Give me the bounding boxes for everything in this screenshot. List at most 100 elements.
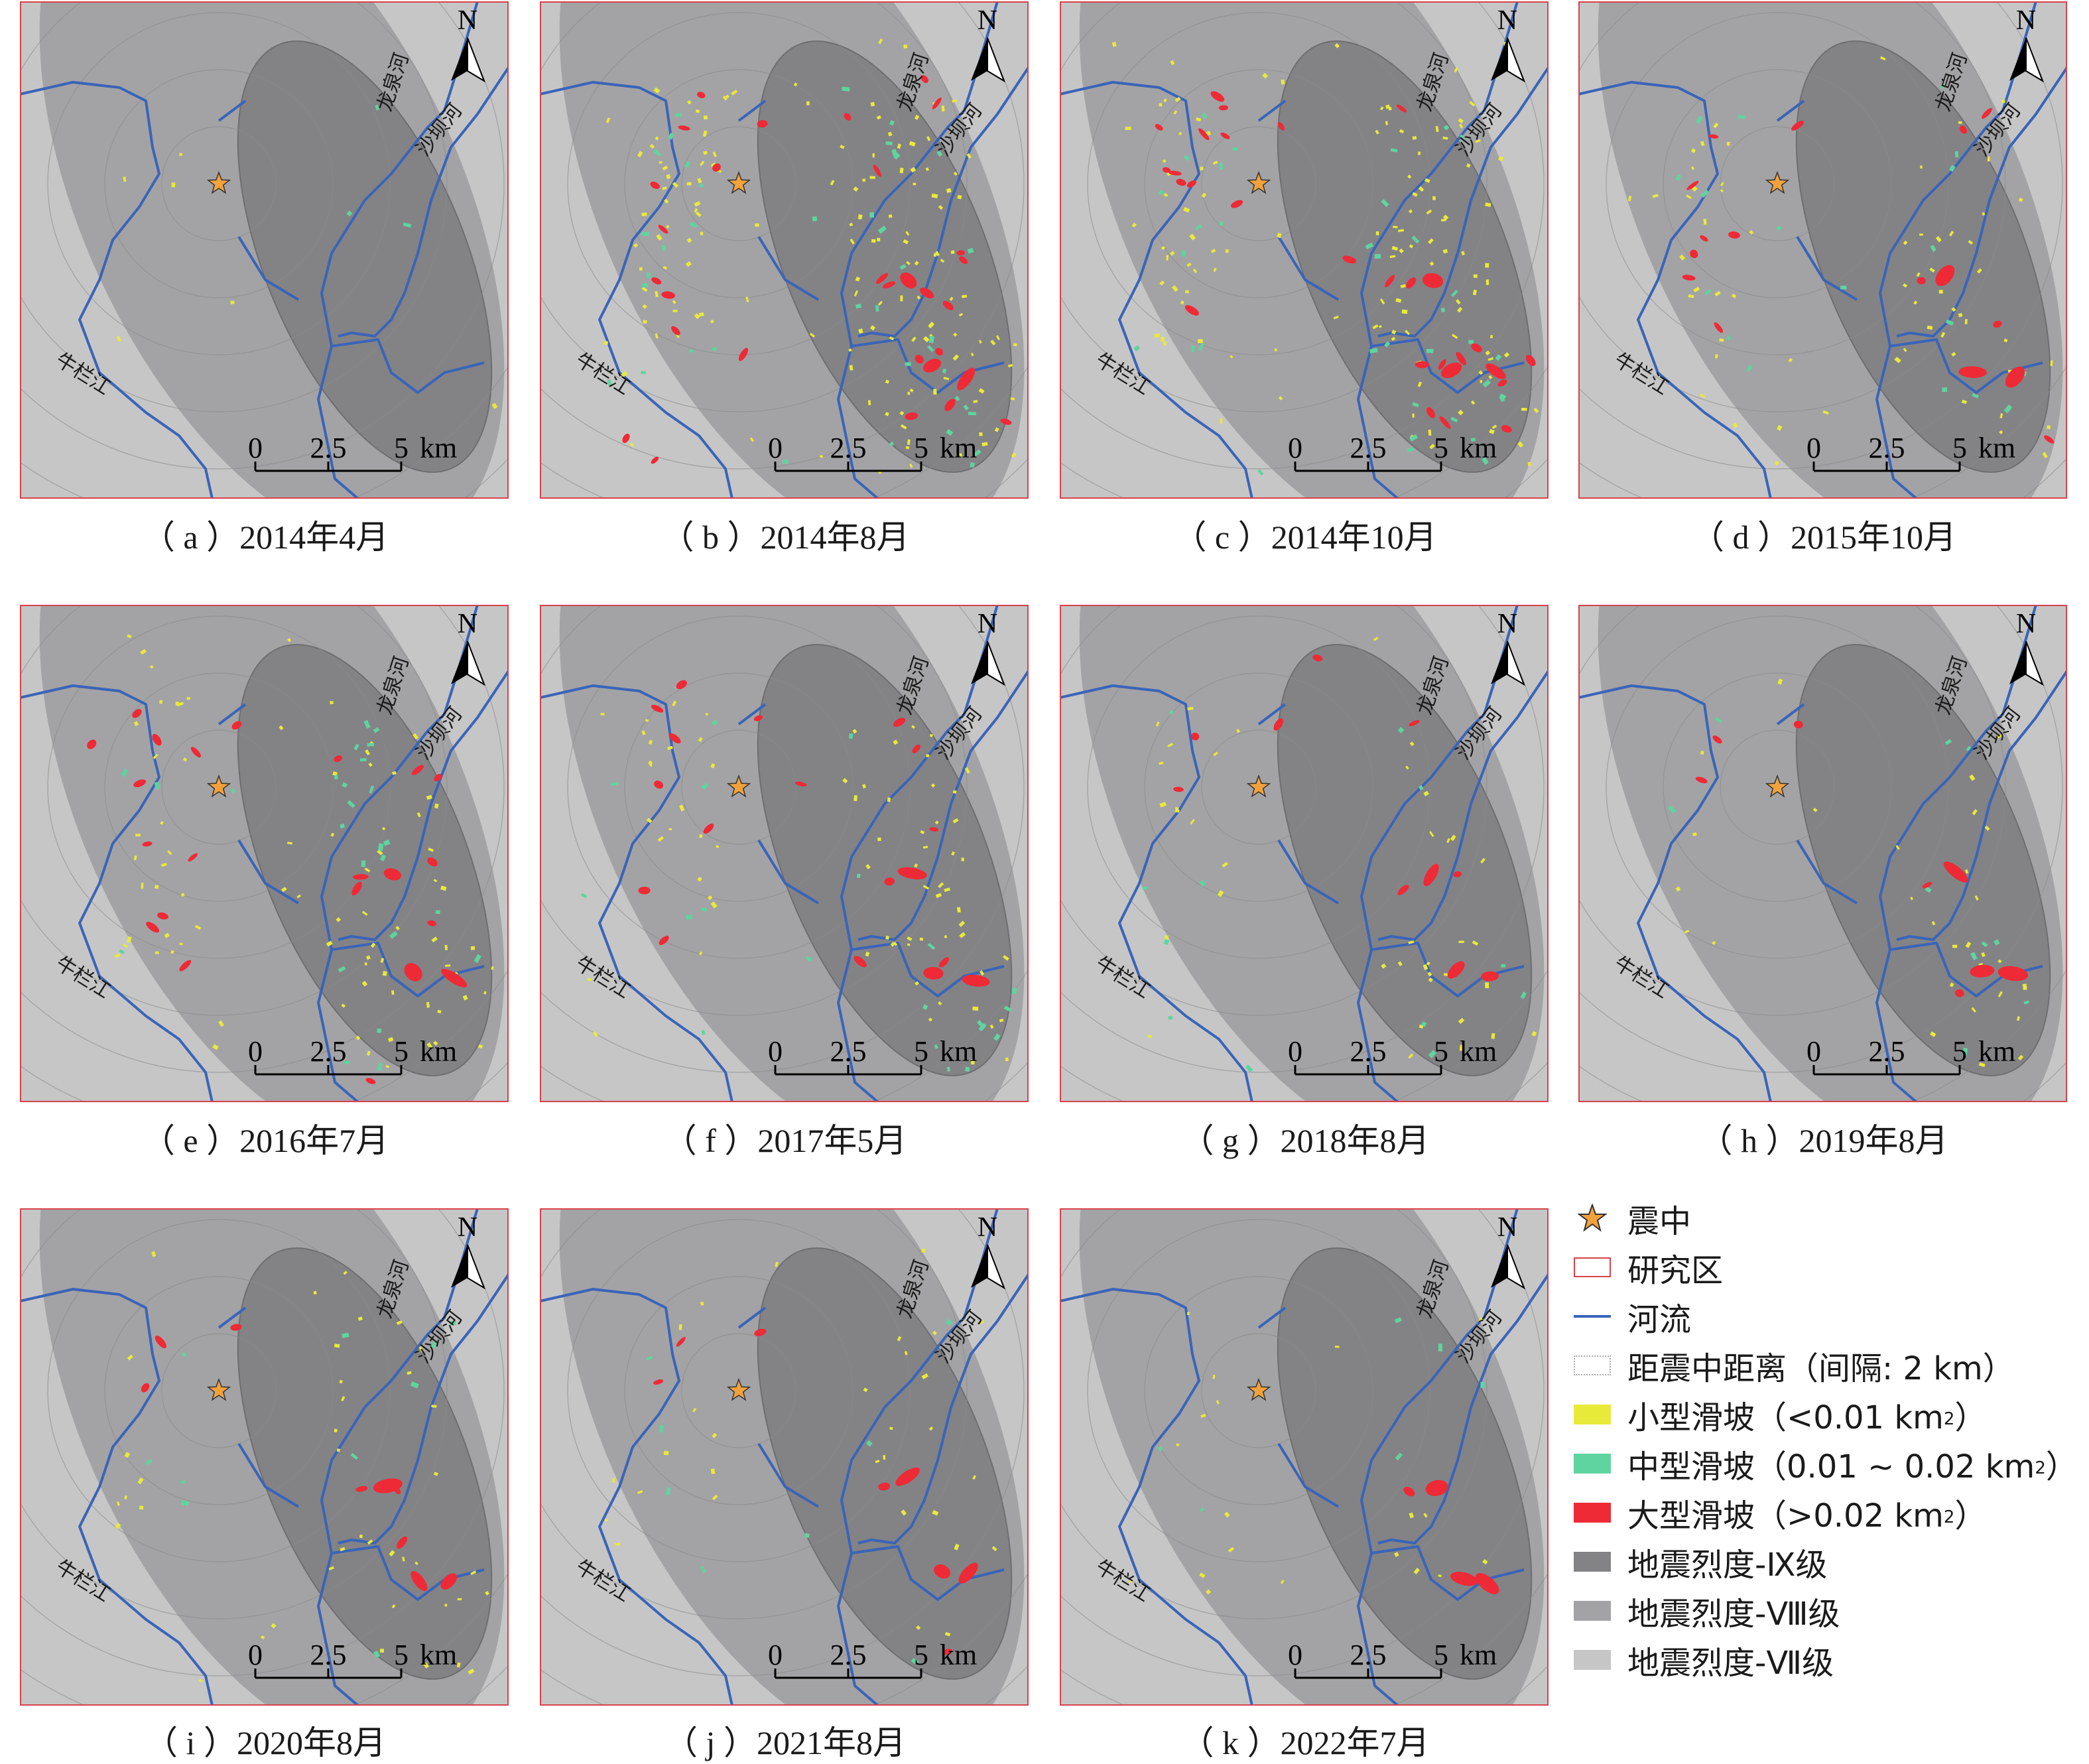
- landslide-small: [1412, 136, 1417, 140]
- landslide-small: [603, 341, 608, 345]
- landslide-large: [942, 300, 954, 310]
- landslide-small: [712, 151, 718, 158]
- landslide-small: [355, 1035, 361, 1040]
- study-area-border: [540, 1208, 1029, 1706]
- north-arrow-icon: N: [451, 609, 485, 686]
- panel-caption-f: （ f ）2017年5月: [663, 1122, 907, 1159]
- landslide-large: [434, 773, 443, 782]
- landslide-small: [1381, 963, 1387, 969]
- landslide-small: [909, 388, 914, 393]
- landslide-small: [367, 1050, 371, 1056]
- landslide-small: [961, 857, 964, 861]
- landslide-small: [1692, 186, 1698, 192]
- landslide-small: [1517, 441, 1524, 448]
- landslide-large: [1793, 720, 1803, 729]
- landslide-small: [124, 1495, 127, 1499]
- landslide-small: [137, 1477, 144, 1485]
- landslide-small: [296, 894, 301, 899]
- landslide-small: [194, 924, 202, 930]
- landslide-large: [146, 921, 160, 933]
- landslide-small: [663, 265, 668, 270]
- svg-text:0: 0: [1806, 1035, 1821, 1068]
- landslide-small: [865, 863, 871, 869]
- landslide-small: [637, 1490, 643, 1495]
- landslide-large: [651, 456, 659, 464]
- landslide-small: [1458, 940, 1464, 944]
- landslide-small: [904, 1351, 908, 1355]
- landslide-small: [883, 1455, 886, 1460]
- landslide-medium: [230, 788, 236, 794]
- landslide-large: [1497, 379, 1507, 387]
- landslide-large: [365, 1078, 376, 1084]
- landslide-small: [865, 951, 870, 957]
- landslide-small: [1485, 982, 1489, 989]
- landslide-medium: [1840, 285, 1847, 290]
- landslide-small: [1732, 422, 1738, 428]
- landslide-medium: [641, 283, 648, 288]
- landslide-small: [615, 1543, 621, 1546]
- intensity-ix-zone: [1277, 40, 1533, 473]
- landslide-large: [132, 709, 142, 718]
- landslide-medium: [361, 860, 366, 867]
- landslide-medium: [1191, 346, 1195, 352]
- landslide-small: [1458, 409, 1464, 416]
- landslide-large: [1415, 361, 1429, 369]
- landslide-medium: [383, 839, 391, 846]
- landslide-large: [959, 256, 968, 265]
- landslide-small: [1491, 1033, 1495, 1039]
- landslide-small: [953, 332, 958, 337]
- north-arrow-icon: N: [451, 1212, 485, 1290]
- landslide-small: [141, 883, 144, 889]
- landslide-small: [1334, 43, 1340, 48]
- landslide-large: [1456, 351, 1466, 365]
- landslide-small: [899, 167, 904, 174]
- landslide-medium: [1726, 335, 1732, 341]
- landslide-small: [379, 1649, 384, 1653]
- landslide-small: [906, 261, 911, 265]
- landslide-large: [155, 1336, 167, 1349]
- landslide-small: [1686, 194, 1692, 200]
- landslide-large: [1728, 231, 1740, 239]
- landslide-small: [980, 970, 985, 976]
- landslide-small: [646, 818, 653, 824]
- landslide-small: [1903, 240, 1908, 245]
- landslides: [580, 680, 1017, 1072]
- landslide-large: [404, 963, 422, 981]
- landslide-medium: [1381, 199, 1389, 208]
- landslide-medium: [963, 404, 970, 410]
- landslide-small: [959, 453, 962, 457]
- landslide-medium: [875, 305, 879, 312]
- landslide-small: [592, 1031, 598, 1038]
- panel-caption-b: （ b ）2014年8月: [661, 519, 910, 556]
- svg-text:2.5: 2.5: [830, 432, 867, 464]
- landslide-medium: [2023, 1000, 2030, 1005]
- landslide-large: [738, 347, 749, 361]
- landslide-small: [1400, 284, 1407, 288]
- landslide-small: [1178, 131, 1182, 136]
- landslide-small: [1720, 182, 1724, 187]
- landslide-small: [1987, 157, 1990, 162]
- landslide-medium: [1970, 952, 1978, 961]
- landslide-medium: [338, 966, 346, 973]
- svg-text:0: 0: [768, 1639, 783, 1671]
- landslide-large: [757, 120, 768, 128]
- landslide-small: [361, 980, 368, 987]
- study-area-border: [20, 1, 509, 499]
- panel-caption-i: （ i ）2020年8月: [145, 1724, 386, 1761]
- landslide-small: [941, 105, 945, 112]
- legend-river: 河流: [1572, 1292, 2082, 1341]
- landslide-medium: [403, 222, 412, 228]
- landslide-large: [1943, 861, 1968, 883]
- landslide-small: [1199, 1572, 1206, 1578]
- svg-text:0: 0: [1806, 432, 1821, 464]
- landslide-medium: [842, 86, 850, 92]
- landslide-large: [1997, 966, 2029, 981]
- landslide-small: [1391, 337, 1396, 341]
- rivers: [20, 1, 509, 499]
- landslide-medium: [1450, 416, 1458, 422]
- landslide-small: [686, 99, 692, 105]
- landslide-small: [1405, 330, 1410, 336]
- landslide-small: [1333, 315, 1339, 320]
- landslide-large: [873, 164, 881, 177]
